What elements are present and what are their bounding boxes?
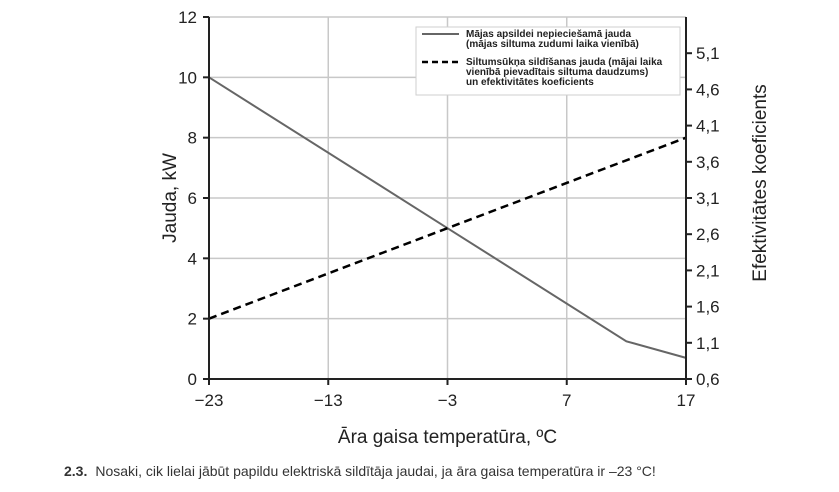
legend-entry-line: vienībā pievadītais siltuma daudzums): [466, 67, 648, 78]
y-tick-label: 12: [178, 8, 197, 27]
question-number: 2.3.: [64, 463, 88, 479]
series-line-2: [208, 136, 687, 320]
y2-tick-label: 4,1: [696, 117, 720, 136]
y2-tick-label: 3,6: [696, 153, 720, 172]
y-axis-label: Jauda, kW: [160, 153, 181, 243]
x-tick-label: −23: [195, 391, 224, 410]
legend: Mājas apsildei nepieciešamā jauda (mājas …: [415, 26, 681, 96]
y2-tick-label: 1,1: [696, 334, 720, 353]
question: 2.3. Nosaki, cik lielai jābūt papildu ele…: [64, 463, 656, 479]
y2-tick-label: 2,6: [696, 225, 720, 244]
legend-entry-line: (mājas siltuma zudumi laika vienībā): [466, 39, 639, 50]
x-tick-label: 7: [562, 391, 571, 410]
chart: −23 −13 −3 7 17 0 2 4 6 8 10 12 0,6 1,1 1,6 2,1 2,6 3,1 3,…: [160, 8, 771, 448]
y2-tick-label: 4,6: [696, 80, 720, 99]
legend-entry-line: Mājas apsildei nepieciešamā jauda: [466, 29, 632, 40]
y-tick-label: 8: [188, 129, 197, 148]
y-tick-label: 0: [188, 370, 197, 389]
y2-axis-label: Efektivitātes koeficients: [750, 84, 771, 281]
y-tick-label: 4: [188, 249, 197, 268]
y2-tick-label: 2,1: [696, 261, 720, 280]
y-tick-label: 6: [188, 189, 197, 208]
series-line-1: [208, 76, 687, 359]
question-text: Nosaki, cik lielai jābūt papildu elektri…: [95, 463, 656, 479]
series-layer: [208, 76, 687, 359]
y2-tick-label: 5,1: [696, 44, 720, 63]
legend-entry-line: un efektivitātes koeficients: [466, 77, 594, 88]
x-tick-label: 17: [677, 391, 696, 410]
legend-entry-1: Mājas apsildei nepieciešamā jauda (mājas …: [466, 29, 639, 50]
y-tick-label: 10: [178, 68, 197, 87]
y-tick-label: 2: [188, 310, 197, 329]
x-tick-label: −3: [438, 391, 457, 410]
legend-box: [415, 26, 681, 96]
x-tick-label: −13: [314, 391, 343, 410]
y2-tick-label: 3,1: [696, 189, 720, 208]
legend-entry-2: Siltumsūkņa sildīšanas jauda (mājai laik…: [466, 57, 663, 88]
tick-labels: −23 −13 −3 7 17 0 2 4 6 8 10 12 0,6 1,1 1,6 2,1 2,6 3,1 3,…: [178, 8, 720, 410]
legend-entry-line: Siltumsūkņa sildīšanas jauda (mājai laik…: [466, 57, 663, 68]
y2-tick-label: 0,6: [696, 370, 720, 389]
y2-tick-label: 1,6: [696, 298, 720, 317]
axes: [203, 16, 692, 385]
x-axis-label: Āra gaisa temperatūra, ºC: [338, 427, 557, 448]
